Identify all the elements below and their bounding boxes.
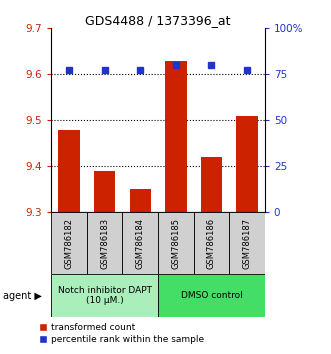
Text: GSM786185: GSM786185	[171, 218, 180, 269]
Bar	[94, 171, 115, 212]
Text: Notch inhibitor DAPT
(10 μM.): Notch inhibitor DAPT (10 μM.)	[58, 286, 152, 305]
FancyBboxPatch shape	[158, 274, 265, 317]
Bar	[59, 130, 80, 212]
Title: GDS4488 / 1373396_at: GDS4488 / 1373396_at	[85, 14, 231, 27]
Legend: transformed count, percentile rank within the sample: transformed count, percentile rank withi…	[39, 323, 204, 344]
Text: agent ▶: agent ▶	[3, 291, 42, 301]
FancyBboxPatch shape	[51, 274, 158, 317]
FancyBboxPatch shape	[158, 212, 194, 274]
FancyBboxPatch shape	[229, 212, 265, 274]
Text: GSM786186: GSM786186	[207, 218, 216, 269]
Text: GSM786187: GSM786187	[243, 218, 252, 269]
FancyBboxPatch shape	[194, 212, 229, 274]
Bar	[130, 189, 151, 212]
Text: DMSO control: DMSO control	[180, 291, 242, 300]
Text: GSM786183: GSM786183	[100, 218, 109, 269]
Text: GSM786184: GSM786184	[136, 218, 145, 269]
FancyBboxPatch shape	[51, 212, 87, 274]
FancyBboxPatch shape	[122, 212, 158, 274]
Text: GSM786182: GSM786182	[65, 218, 73, 269]
Bar	[165, 61, 187, 212]
FancyBboxPatch shape	[87, 212, 122, 274]
Bar	[201, 157, 222, 212]
Bar	[236, 116, 258, 212]
